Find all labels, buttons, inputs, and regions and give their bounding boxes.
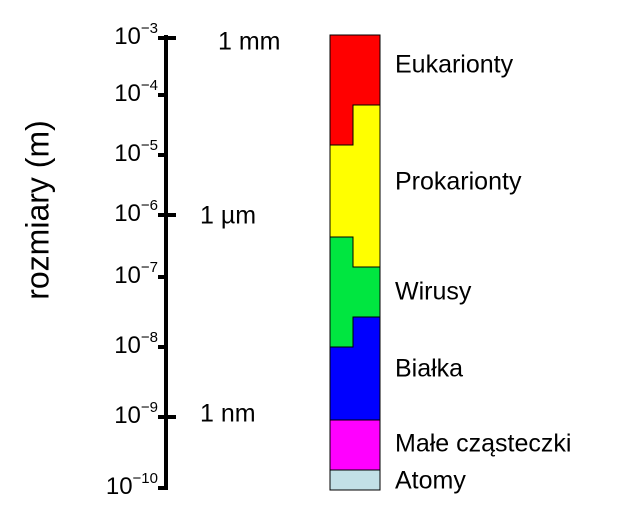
tick-base: 10 <box>114 402 141 429</box>
category-label: Białka <box>395 355 463 383</box>
tick-base: 10 <box>114 262 141 289</box>
tick-exponent: −6 <box>141 197 158 214</box>
tick-exponent: −10 <box>133 470 158 487</box>
tick-exponent: −4 <box>141 77 158 94</box>
category-label: Wirusy <box>395 278 472 306</box>
tick-base: 10 <box>106 473 133 500</box>
tick-label: 10−6 <box>114 197 158 227</box>
size-column <box>329 34 381 491</box>
tick-exponent: −7 <box>141 259 158 276</box>
tick-exponent: −5 <box>141 137 158 154</box>
tick-base: 10 <box>114 23 141 50</box>
tick-base: 10 <box>114 200 141 227</box>
tick-label: 10−4 <box>114 77 158 107</box>
category-label: Eukarionty <box>395 51 514 79</box>
tick-exponent: −3 <box>141 20 158 37</box>
axis-label: rozmiary (m) <box>19 120 55 300</box>
region-male-czasteczki <box>329 419 381 471</box>
category-label: Małe cząsteczki <box>395 430 571 458</box>
unit-label: 1 mm <box>218 28 281 56</box>
tick-label: 10−8 <box>114 329 158 359</box>
tick-label: 10−10 <box>106 470 158 500</box>
tick-base: 10 <box>114 80 141 107</box>
ticks: 10−310−410−510−610−710−810−910−10 <box>106 20 176 500</box>
tick-exponent: −9 <box>141 399 158 416</box>
tick-label: 10−5 <box>114 137 158 167</box>
category-label: Prokarionty <box>395 168 522 196</box>
unit-label: 1 nm <box>200 400 256 428</box>
region-atomy <box>329 469 381 491</box>
category-label: Atomy <box>395 467 466 495</box>
tick-label: 10−9 <box>114 399 158 429</box>
tick-label: 10−3 <box>114 20 158 50</box>
tick-base: 10 <box>114 332 141 359</box>
tick-label: 10−7 <box>114 259 158 289</box>
unit-label: 1 µm <box>200 202 256 230</box>
tick-exponent: −8 <box>141 329 158 346</box>
tick-base: 10 <box>114 140 141 167</box>
